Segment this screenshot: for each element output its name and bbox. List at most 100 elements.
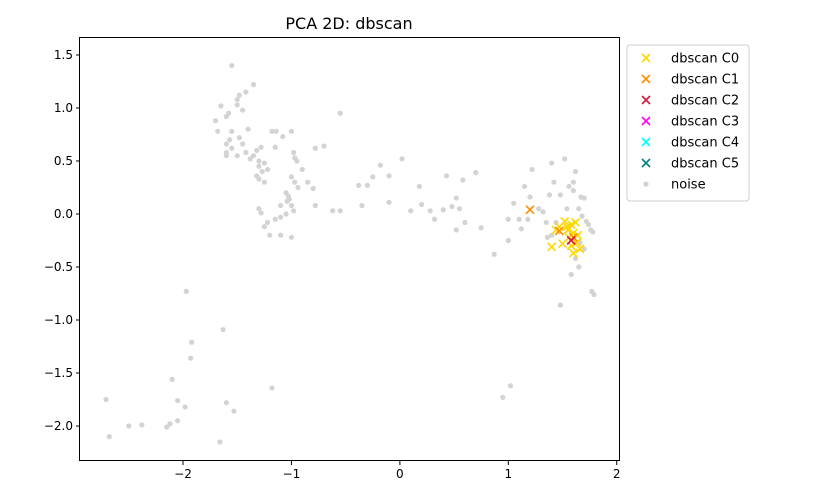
noise-point [280, 133, 286, 140]
cluster-point [575, 244, 585, 254]
plot-area [103, 62, 597, 445]
noise-point [505, 216, 511, 222]
noise-point [431, 216, 438, 222]
noise-point [585, 221, 592, 228]
noise-point [591, 291, 597, 298]
y-tick-label: −2.0 [44, 419, 73, 433]
noise-point [229, 145, 235, 151]
noise-point [223, 400, 229, 406]
noise-point [557, 192, 563, 198]
noise-point [491, 251, 497, 257]
noise-point [106, 434, 112, 440]
y-tick-label: 1.5 [54, 48, 73, 62]
noise-point [507, 383, 514, 389]
noise-point [566, 183, 572, 190]
noise-point [291, 149, 297, 156]
noise-point [245, 126, 251, 132]
noise-point [408, 208, 414, 214]
noise-point [525, 216, 531, 222]
noise-point [223, 153, 229, 159]
legend-marker [641, 74, 651, 84]
legend-label: dbscan C1 [671, 73, 739, 88]
noise-point [234, 102, 240, 108]
legend-item: dbscan C3 [641, 115, 739, 130]
noise-point [126, 423, 132, 429]
legend-marker [641, 95, 651, 105]
noise-point [288, 174, 295, 180]
cluster-point [568, 248, 578, 258]
noise-point [189, 339, 195, 345]
noise-point [427, 208, 433, 214]
noise-point [223, 113, 229, 120]
cluster-point [557, 239, 568, 249]
legend-label: dbscan C4 [671, 136, 739, 151]
noise-point [229, 128, 235, 134]
noise-point [243, 149, 249, 156]
noise-point [250, 153, 257, 159]
noise-point [258, 144, 264, 150]
noise-point [269, 128, 275, 134]
noise-point [543, 219, 549, 226]
noise-point [505, 237, 511, 244]
noise-point [364, 182, 370, 188]
cluster-point [566, 235, 576, 246]
y-tick-label: −0.5 [44, 260, 73, 274]
noise-point [229, 62, 235, 69]
noise-point [218, 103, 224, 109]
noise-point [295, 184, 301, 191]
noise-point [536, 206, 542, 212]
cluster-point [562, 222, 572, 232]
noise-point [572, 168, 579, 175]
noise-point [256, 163, 262, 169]
noise-point [518, 226, 524, 232]
noise-point [234, 153, 240, 159]
noise-point [544, 234, 550, 240]
noise-point [243, 89, 249, 95]
noise-point [259, 168, 265, 175]
noise-point [551, 179, 557, 185]
noise-point [511, 200, 517, 206]
noise-point [356, 182, 362, 188]
noise-point [386, 199, 392, 205]
noise-point [312, 202, 318, 209]
noise-point [174, 397, 181, 404]
legend-marker [641, 53, 651, 63]
noise-point [250, 82, 257, 88]
noise-point [516, 216, 522, 222]
noise-point [236, 135, 242, 141]
y-axis: 1.5 1.0 0.5 0.0 −0.5 −1.0 −1.5 −2.0 [44, 48, 80, 433]
noise-point [453, 227, 459, 233]
noise-point [443, 173, 450, 179]
legend-label: dbscan C0 [671, 52, 739, 67]
noise-point [278, 232, 284, 238]
noise-point [240, 107, 246, 113]
legend-marker [641, 137, 651, 147]
legend-label: dbscan C3 [671, 115, 739, 130]
noise-point [254, 147, 260, 153]
legend-item: noise [643, 178, 706, 193]
noise-point [269, 385, 275, 391]
noise-point [167, 421, 173, 427]
noise-point [521, 183, 528, 190]
x-tick-label: −2 [174, 467, 192, 481]
legend-marker [641, 116, 651, 126]
noise-point [217, 439, 223, 445]
x-axis: −2 −1 0 1 2 [174, 461, 621, 481]
noise-point [174, 418, 181, 424]
x-tick-label: 2 [613, 467, 621, 481]
noise-point [546, 192, 553, 198]
noise-point [564, 206, 570, 212]
x-tick-label: 0 [396, 467, 404, 481]
noise-point [288, 234, 295, 240]
noise-point [568, 271, 574, 278]
noise-point [399, 156, 405, 162]
noise-point [312, 145, 318, 151]
noise-point [212, 118, 219, 124]
noise-point [576, 264, 582, 270]
y-tick-label: 0.0 [54, 207, 73, 221]
noise-point [240, 141, 246, 147]
noise-point [139, 422, 145, 428]
noise-point [579, 213, 585, 219]
noise-point [183, 288, 189, 294]
